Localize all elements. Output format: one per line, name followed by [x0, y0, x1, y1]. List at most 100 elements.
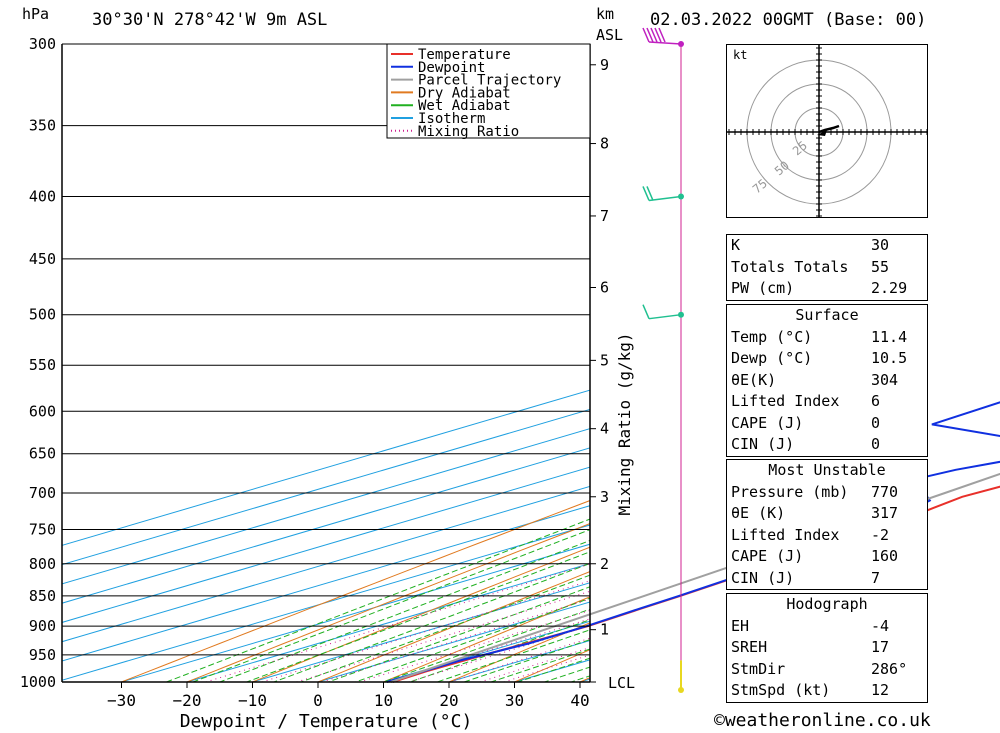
datetime-title: 02.03.2022 00GMT (Base: 00) — [650, 10, 927, 30]
wind-barb-flag — [642, 304, 650, 319]
wet-adiabat-line — [272, 562, 590, 682]
temperature-tick-label: −30 — [107, 691, 136, 710]
wet-adiabat-line — [218, 539, 590, 682]
asl-unit-label: ASL — [596, 26, 624, 44]
temperature-tick-label: 0 — [313, 691, 323, 710]
pw-row: PW (cm) 2.29 — [727, 278, 927, 300]
legend-entry: Mixing Ratio — [418, 124, 519, 140]
dry-adiabat-line — [185, 522, 590, 682]
row-value: 770 — [871, 482, 899, 501]
wind-barb-shaft — [648, 195, 682, 202]
row-value: -4 — [871, 616, 890, 635]
km-tick-label: 1 — [600, 621, 609, 639]
hodo-row: SREH 17 — [727, 637, 927, 659]
row-label: Lifted Index — [731, 525, 840, 544]
hodograph-ring-label: 50 — [772, 158, 792, 178]
row-value: 30 — [871, 236, 890, 254]
row-value: 0 — [871, 413, 881, 432]
wet-adiabat-line — [245, 551, 590, 682]
wind-barb-shaft — [648, 41, 682, 45]
row-value: 7 — [871, 568, 881, 587]
pressure-tick-label: 300 — [29, 35, 56, 53]
row-value: 55 — [871, 257, 890, 276]
row-value: 6 — [871, 392, 881, 410]
most-unstable-title: Most Unstable — [768, 461, 886, 479]
pressure-tick-label: 350 — [29, 117, 56, 135]
wet-adiabat-line — [354, 597, 590, 682]
row-label: StmSpd (kt) — [731, 681, 831, 699]
legend-entry: Isotherm — [418, 111, 485, 127]
mu-row: CIN (J) 7 — [727, 568, 927, 590]
wind-barb-flag — [642, 186, 650, 201]
surface-table: Surface Temp (°C) 11.4 Dewp (°C) 10.5 θE(K… — [726, 304, 928, 457]
wind-barb-flag — [646, 186, 654, 201]
dry-adiabat-line — [316, 571, 590, 682]
pressure-tick-label: 400 — [29, 187, 56, 205]
mu-row: θE (K) 317 — [727, 503, 927, 525]
row-label: CAPE (J) — [731, 413, 804, 432]
credit-link[interactable]: ©weatheronline.co.uk — [714, 710, 931, 731]
pressure-tick-label: 600 — [29, 402, 56, 420]
row-label: CIN (J) — [731, 435, 795, 453]
dry-adiabat-line — [919, 0, 1000, 708]
wind-barb-flag — [654, 27, 662, 43]
km-tick-label: 7 — [600, 207, 609, 225]
isotherm-line — [62, 466, 590, 623]
location-title: 30°30'N 278°42'W 9m ASL — [92, 10, 328, 30]
mu-row: CAPE (J) 160 — [727, 546, 927, 568]
isotherm-line — [62, 485, 590, 643]
isotherm-line — [62, 524, 590, 681]
hodo-row: StmDir 286° — [727, 659, 927, 681]
row-value: 17 — [871, 638, 890, 656]
wind-barb-flag — [642, 27, 650, 43]
hodograph-unit-label: kt — [733, 48, 747, 62]
x-axis-title: Dewpoint / Temperature (°C) — [180, 711, 473, 732]
pressure-tick-label: 750 — [29, 521, 56, 539]
isotherm-line — [62, 447, 590, 604]
row-value: 0 — [871, 435, 881, 453]
row-label: PW (cm) — [731, 279, 795, 297]
row-label: Lifted Index — [731, 392, 840, 410]
row-label: θE(K) — [731, 370, 777, 389]
km-tick-label: 2 — [600, 555, 609, 573]
storm-motion-arrow — [817, 130, 827, 136]
pressure-tick-label: 850 — [29, 587, 56, 605]
legend-entry: Parcel Trajectory — [418, 73, 561, 89]
km-tick-label: 9 — [600, 56, 609, 74]
dry-adiabat-line — [382, 596, 590, 682]
temperature-tick-label: 20 — [439, 691, 458, 710]
surface-row: θE(K) 304 — [727, 370, 927, 392]
km-tick-label: 4 — [600, 420, 609, 438]
pressure-unit-label: hPa — [22, 5, 50, 23]
surface-row: CIN (J) 0 — [727, 434, 927, 456]
k-index-row: K 30 — [727, 235, 927, 257]
row-value: 304 — [871, 370, 899, 389]
row-label: StmDir — [731, 659, 786, 678]
pressure-tick-label: 450 — [29, 250, 56, 268]
legend-entry: Wet Adiabat — [418, 98, 511, 114]
row-value: 10.5 — [871, 349, 908, 367]
pressure-tick-label: 950 — [29, 646, 56, 664]
row-value: 12 — [871, 681, 890, 699]
most-unstable-table: Most Unstable Pressure (mb) 770 θE (K) 317… — [726, 459, 928, 590]
surface-row: Temp (°C) 11.4 — [727, 327, 927, 349]
pressure-tick-label: 700 — [29, 484, 56, 502]
km-tick-label: 5 — [600, 351, 609, 369]
wind-barb-flag — [650, 27, 658, 43]
isotherm-line — [62, 428, 590, 585]
temperature-tick-label: 40 — [570, 691, 589, 710]
surface-row: CAPE (J) 0 — [727, 413, 927, 435]
row-value: 11.4 — [871, 327, 908, 346]
basic-indices-table: K 30 Totals Totals 55 PW (cm) 2.29 — [726, 234, 928, 301]
dry-adiabat-line — [447, 622, 590, 682]
hodograph-ring-label: 25 — [790, 138, 810, 158]
row-value: 2.29 — [871, 279, 908, 297]
row-label: Dewp (°C) — [731, 349, 813, 367]
dry-adiabat-line — [120, 500, 590, 682]
row-label: CAPE (J) — [731, 547, 804, 565]
row-value: -2 — [871, 525, 890, 544]
hodograph-trace — [818, 124, 840, 134]
isotherm-line — [119, 543, 590, 682]
km-tick-label: 3 — [600, 488, 609, 506]
hodograph: kt 25 50 75 — [726, 41, 928, 241]
